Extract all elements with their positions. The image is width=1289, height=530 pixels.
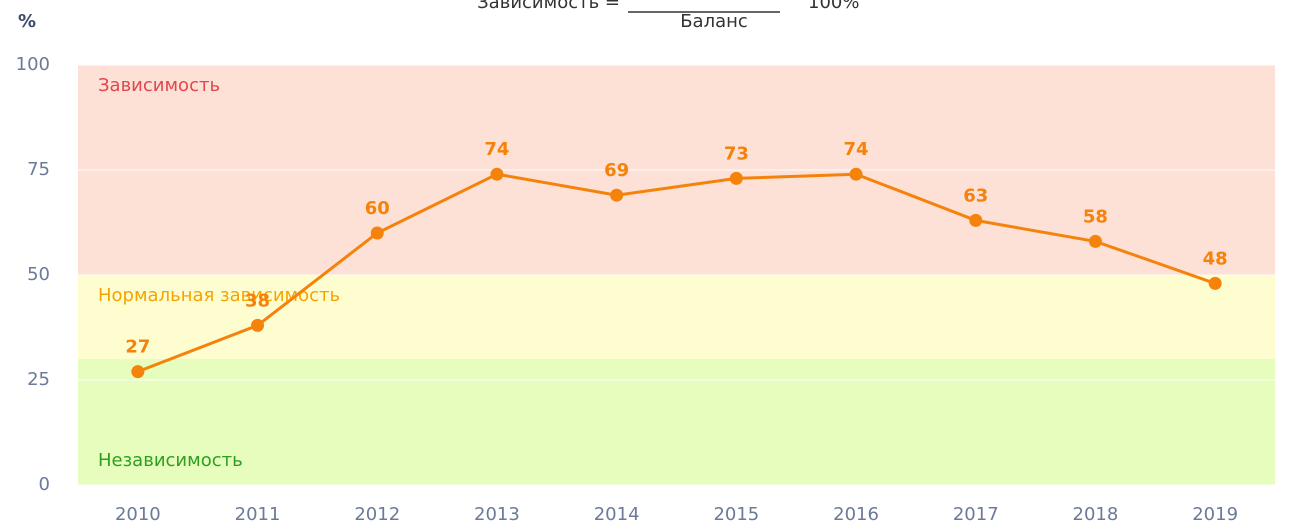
y-tick-label: 50 bbox=[27, 264, 50, 285]
point bbox=[849, 167, 863, 181]
x-tick-label: 2013 bbox=[474, 504, 520, 525]
x-tick-label: 2012 bbox=[354, 504, 400, 525]
x-tick-label: 2019 bbox=[1192, 504, 1238, 525]
band bbox=[78, 275, 1275, 359]
point bbox=[729, 171, 743, 185]
x-tick-label: 2014 bbox=[594, 504, 640, 525]
point bbox=[1208, 276, 1222, 290]
formula-right: 100% bbox=[808, 0, 859, 13]
band-label: Зависимость bbox=[98, 75, 220, 96]
band bbox=[78, 359, 1275, 485]
y-tick-label: 75 bbox=[27, 159, 50, 180]
x-tick-label: 2016 bbox=[833, 504, 879, 525]
x-tick-label: 2018 bbox=[1073, 504, 1119, 525]
data-label: 58 bbox=[1083, 206, 1108, 227]
formula-denominator: Баланс bbox=[680, 11, 748, 32]
point bbox=[610, 188, 624, 202]
y-tick-label: 100 bbox=[16, 54, 50, 75]
point bbox=[131, 365, 145, 379]
point bbox=[370, 226, 384, 240]
data-label: 27 bbox=[125, 337, 150, 358]
x-tick-label: 2011 bbox=[235, 504, 281, 525]
point bbox=[969, 213, 983, 227]
x-tick-label: 2015 bbox=[713, 504, 759, 525]
point bbox=[251, 318, 265, 332]
x-tick-label: 2017 bbox=[953, 504, 999, 525]
data-label: 74 bbox=[844, 139, 869, 160]
point bbox=[1088, 234, 1102, 248]
y-tick-label: 25 bbox=[27, 369, 50, 390]
line bbox=[137, 172, 1216, 373]
y-axis-label: % bbox=[18, 11, 36, 32]
band-label: Нормальная зависимость bbox=[98, 285, 340, 306]
data-label: 74 bbox=[484, 139, 509, 160]
x-tick-label: 2010 bbox=[115, 504, 161, 525]
y-tick-label: 0 bbox=[39, 474, 50, 495]
data-label: 38 bbox=[245, 290, 270, 311]
formula-left: Зависимость = bbox=[477, 0, 620, 13]
data-label: 73 bbox=[724, 143, 749, 164]
data-label: 60 bbox=[365, 198, 390, 219]
data-label: 63 bbox=[963, 185, 988, 206]
data-label: 69 bbox=[604, 160, 629, 181]
point bbox=[490, 167, 504, 181]
data-label: 48 bbox=[1203, 248, 1228, 269]
band-label: Независимость bbox=[98, 450, 243, 471]
